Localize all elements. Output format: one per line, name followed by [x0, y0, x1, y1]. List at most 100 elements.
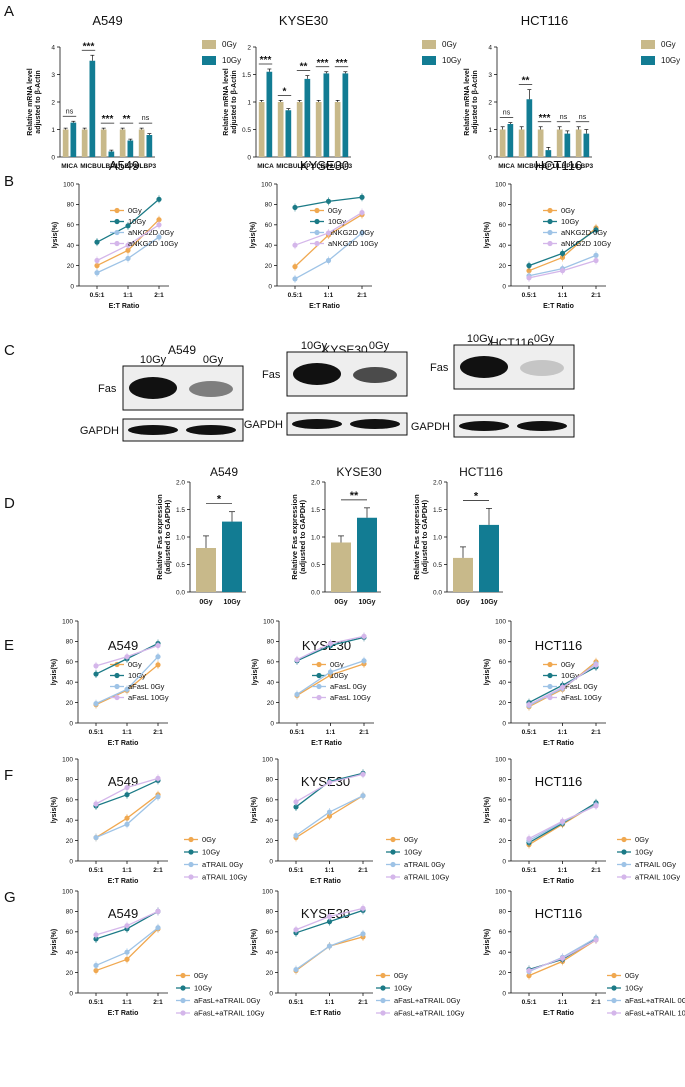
e2-x-tick-label: 1:1 [326, 729, 336, 736]
b1-point [156, 196, 162, 202]
e2-point [294, 691, 300, 698]
a3-sig-label: ** [522, 76, 530, 87]
c3-fas-band [460, 356, 508, 378]
g1-legend-label: aFasL+aTRAIL 10Gy [194, 1009, 265, 1018]
f1-x-tick-label: 0.5:1 [89, 867, 104, 874]
e2-legend-label: aFasL 0Gy [330, 682, 367, 691]
g3-legend-marker [611, 972, 617, 979]
e3-x-tick-label: 0.5:1 [522, 729, 537, 736]
a3-legend-label: 0Gy [661, 40, 676, 49]
g3-legend-label: aFasL+aTRAIL 0Gy [625, 996, 685, 1005]
b3-x-label: E:T Ratio [543, 303, 574, 310]
e1-y-tick-label: 0 [69, 720, 73, 727]
f1-x-tick-label: 2:1 [153, 867, 163, 874]
d2-y-tick-label: 0.0 [311, 589, 320, 596]
b2-y-tick-label: 20 [265, 263, 273, 270]
g1-point [155, 925, 161, 931]
g1-y-tick-label: 100 [62, 888, 73, 895]
g1-x-tick-label: 1:1 [122, 999, 132, 1006]
a2-bar [277, 102, 284, 157]
a2-y-label: Relative mRNA level [223, 68, 230, 135]
g2-point [293, 966, 299, 973]
c1-lane-label: 10Gy [140, 354, 167, 366]
b3-title: HCT116 [535, 158, 582, 173]
e3-point [593, 662, 599, 668]
a2-x-tick-label: ULBP2 [312, 163, 334, 170]
d3-y-label: (adjusted to GAPDH) [420, 499, 429, 574]
e1-point [155, 642, 161, 649]
f2-legend-marker [390, 861, 396, 868]
e2-y-tick-label: 20 [267, 700, 275, 707]
b1-y-tick-label: 20 [67, 263, 75, 270]
b2-x-tick-label: 1:1 [324, 292, 334, 299]
g2-series-line [295, 936, 364, 972]
g1-y-label: lysis(%) [51, 929, 58, 955]
e1-y-tick-label: 100 [62, 618, 73, 625]
b3-legend-marker [547, 207, 553, 214]
f1-point [124, 792, 130, 798]
b1-y-tick-label: 40 [67, 243, 75, 250]
c1-fas-band [129, 377, 177, 399]
a2-bar [334, 102, 341, 157]
e3-legend-marker [547, 672, 553, 679]
a3-bar [507, 124, 514, 157]
a1-legend-label: 10Gy [222, 56, 241, 65]
a3-sig-label: ns [560, 114, 568, 121]
f2-legend-marker [390, 836, 396, 843]
e1-y-tick-label: 60 [66, 659, 74, 666]
a1-bar [146, 135, 153, 157]
g2-point [360, 931, 366, 937]
e1-legend-label: aFasL 10Gy [128, 693, 169, 702]
e3-title: HCT116 [535, 638, 582, 653]
a1-x-tick-label: ULBP3 [135, 163, 157, 170]
b3-y-label: lysis(%) [484, 222, 491, 248]
f2-title: KYSE30 [301, 774, 350, 789]
e1-y-tick-label: 80 [66, 639, 74, 646]
f1-legend-marker [188, 849, 194, 855]
e1-point [124, 654, 130, 660]
a1-y-tick-label: 1 [51, 127, 55, 134]
d1-y-tick-label: 0.5 [176, 562, 185, 569]
e2-y-tick-label: 0 [270, 720, 274, 727]
a2-y-label: adjusted to β-Actin [231, 70, 238, 133]
g1-x-tick-label: 0.5:1 [89, 999, 104, 1006]
g3-y-tick-label: 80 [499, 909, 507, 916]
a2-bar [266, 71, 273, 157]
c2-lane-label: 10Gy [301, 340, 328, 352]
b2-legend-marker [314, 240, 320, 247]
d3-y-tick-label: 0.0 [433, 589, 442, 596]
b3-point [526, 263, 532, 269]
d2-title: KYSE30 [336, 465, 382, 479]
c3-fas-band [520, 360, 564, 376]
b1-x-tick-label: 1:1 [123, 292, 133, 299]
a3-bar [537, 129, 544, 157]
e1-y-tick-label: 20 [66, 700, 74, 707]
d2-y-label: Relative Fas expression [290, 494, 299, 580]
a2-y-tick-label: 0 [247, 154, 251, 161]
g2-y-tick-label: 80 [266, 909, 274, 916]
e3-x-tick-label: 1:1 [558, 729, 568, 736]
a3-x-tick-label: ULBP2 [553, 163, 575, 170]
a2-sig-label: *** [260, 55, 272, 66]
f1-y-tick-label: 100 [62, 756, 73, 763]
a2-bar [285, 110, 292, 157]
g3-x-tick-label: 2:1 [591, 999, 601, 1006]
g1-legend-marker [180, 972, 186, 979]
a3-sig-label: *** [539, 113, 551, 124]
f3-legend-label: 10Gy [635, 848, 653, 857]
a3-bar [526, 99, 533, 157]
a2-legend-label: 0Gy [442, 40, 457, 49]
e2-x-label: E:T Ratio [311, 740, 342, 747]
e1-x-tick-label: 2:1 [153, 729, 163, 736]
e2-legend-marker [316, 694, 322, 701]
b1-point [125, 255, 131, 262]
g2-legend-label: 0Gy [394, 971, 408, 980]
f3-y-tick-label: 20 [499, 838, 507, 845]
a2-y-tick-label: 1 [247, 99, 251, 106]
d1-sig-label: * [217, 494, 222, 506]
a3-bar [564, 133, 571, 157]
c3-gapdh-membrane [453, 414, 575, 438]
g2-y-tick-label: 40 [266, 950, 274, 957]
b3-point [593, 227, 599, 233]
e1-y-tick-label: 40 [66, 680, 74, 687]
